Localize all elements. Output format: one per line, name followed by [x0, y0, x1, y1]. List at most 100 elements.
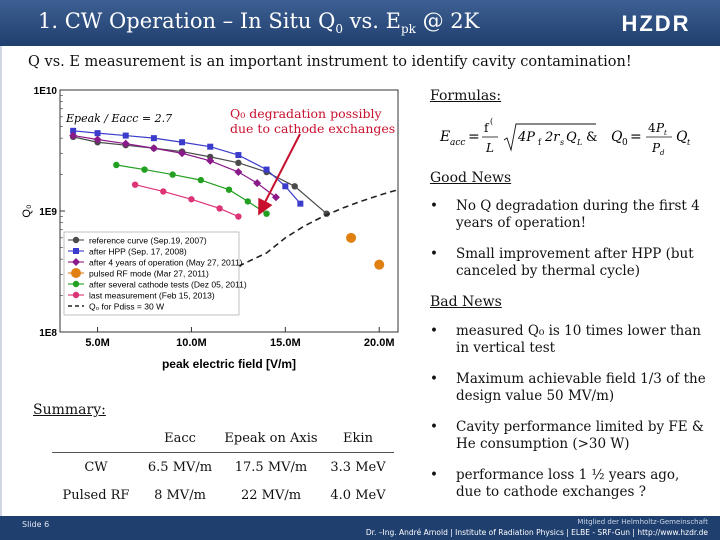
data-point: [122, 132, 129, 139]
data-point: [263, 166, 270, 173]
callout-arrow: [258, 133, 301, 216]
y-tick-label: 1E9: [39, 207, 57, 218]
svg-text:=: =: [630, 129, 642, 145]
series-group: [346, 232, 385, 270]
legend-label: last measurement (Feb 15, 2013): [89, 291, 215, 301]
series-line: [73, 136, 328, 215]
data-point: [282, 183, 289, 190]
bullet-dot-icon: •: [430, 198, 438, 214]
summary-header-cell: [52, 424, 140, 453]
subtitle: Q vs. E measurement is an important inst…: [28, 54, 632, 70]
svg-text:&: &: [586, 130, 598, 145]
data-point: [70, 127, 77, 134]
data-point: [206, 156, 215, 165]
data-point: [235, 159, 242, 167]
chart-legend: reference curve (Sep.19, 2007)after HPP …: [63, 231, 247, 316]
data-point: [244, 198, 251, 205]
svg-text:L: L: [485, 141, 494, 155]
data-point: [131, 181, 139, 188]
data-point: [160, 188, 167, 195]
x-tick-label: 5.0M: [85, 337, 109, 349]
svg-text:4: 4: [648, 121, 656, 135]
data-point: [149, 144, 158, 153]
table-cell: 8 MV/m: [154, 487, 206, 503]
svg-text:t: t: [664, 129, 667, 137]
data-point: [225, 186, 233, 193]
data-point: [69, 131, 78, 140]
table-cell: 3.3 MeV: [322, 452, 394, 481]
data-point: [72, 280, 80, 288]
svg-text:t: t: [687, 138, 691, 147]
slide-title: 1. CW Operation – In Situ Q0 vs. Epk @ 2…: [38, 9, 479, 36]
data-point: [253, 179, 262, 188]
svg-text:f: f: [538, 138, 542, 147]
svg-text:E: E: [439, 129, 450, 145]
bullet-dot-icon: •: [430, 246, 438, 262]
svg-text:=: =: [468, 129, 480, 145]
footer-author: Dr. –Ing. André Arnold | Institute of Ra…: [365, 528, 708, 537]
legend-label: pulsed RF mode (Mar 27, 2011): [89, 269, 209, 279]
series-line: [238, 188, 399, 267]
data-point: [169, 171, 176, 178]
chart-series: [69, 127, 399, 270]
table-cell: Pulsed RF: [62, 487, 130, 503]
data-point: [179, 139, 186, 146]
data-point: [178, 149, 187, 158]
good-news-title: Good News: [430, 170, 512, 186]
data-point: [271, 193, 280, 202]
data-point: [346, 232, 357, 243]
q-vs-e-chart: 5.0M 10.0M 15.0M 20.0M 1E8 1E9 1E10 peak electr…: [21, 86, 399, 371]
table-cell: 22 MV/m: [240, 487, 302, 503]
series-group: [70, 127, 304, 207]
degradation-callout: Q₀ degradation possibly due to cathode e…: [230, 106, 395, 136]
series-group: [238, 188, 399, 267]
svg-text:4P: 4P: [517, 130, 535, 145]
bullet-dot-icon: •: [430, 371, 438, 387]
y-tick-label: 1E8: [39, 328, 57, 339]
header-bar: 1. CW Operation – In Situ Q0 vs. Epk @ 2…: [0, 0, 720, 46]
x-axis-label: peak electric field [V/m]: [162, 357, 296, 371]
svg-text:L: L: [576, 138, 582, 147]
title-sub-pk: pk: [400, 22, 416, 37]
svg-text:f: f: [484, 121, 490, 135]
table-cell: 6.5 MV/m: [140, 452, 220, 481]
svg-text:Q: Q: [566, 130, 577, 145]
y-tick-label: 1E10: [34, 86, 58, 97]
x-tick-label: 20.0M: [364, 337, 395, 349]
summary-header-cell: Eacc: [164, 430, 196, 446]
table-row: Pulsed RF 8 MV/m 22 MV/m 4.0 MeV: [52, 481, 394, 509]
data-point: [374, 259, 385, 270]
summary-header-row: Eacc Epeak on Axis Ekin: [52, 424, 394, 453]
svg-text:0: 0: [622, 138, 628, 148]
side-rule: [0, 46, 2, 516]
data-point: [141, 166, 148, 173]
svg-text:Q: Q: [676, 129, 688, 145]
chart-annotation: Epeak / Eacc = 2.7: [65, 112, 172, 125]
table-cell: CW: [52, 452, 140, 481]
svg-text:HZDR: HZDR: [621, 11, 690, 36]
footer-bar: [0, 516, 720, 540]
legend-label: after HPP (Sep. 17, 2008): [89, 247, 187, 257]
data-point: [113, 161, 120, 169]
data-point: [297, 200, 304, 207]
data-point: [93, 135, 102, 144]
svg-text:P: P: [651, 141, 661, 155]
callout-line-2: due to cathode exchanges: [230, 121, 396, 136]
formulas-title: Formulas:: [430, 88, 502, 104]
data-point: [71, 268, 81, 278]
legend-label: reference curve (Sep.19, 2007): [89, 236, 207, 246]
y-axis-label: Q₀: [21, 204, 33, 217]
hzdr-logo-icon: HZDR: [621, 11, 690, 36]
data-point: [72, 258, 80, 266]
title-end: @ 2K: [415, 9, 480, 33]
title-sub-0: 0: [335, 22, 343, 37]
data-point: [207, 143, 214, 150]
legend-label: after 4 years of operation (May 27, 2011…: [89, 258, 243, 268]
legend-box: [63, 231, 240, 316]
callout-line-1: Q₀ degradation possibly: [230, 106, 382, 121]
svg-text:Q: Q: [611, 129, 623, 145]
footer-org: Mitglied der Helmholtz-Gemeinschaft: [577, 518, 708, 526]
series-line: [73, 130, 301, 205]
bullet-dot-icon: •: [430, 323, 438, 339]
legend-label: Q₀ for Pdiss = 30 W: [89, 302, 164, 312]
